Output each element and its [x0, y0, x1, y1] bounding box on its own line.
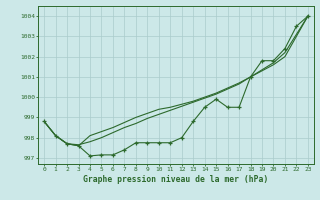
X-axis label: Graphe pression niveau de la mer (hPa): Graphe pression niveau de la mer (hPa) — [84, 175, 268, 184]
